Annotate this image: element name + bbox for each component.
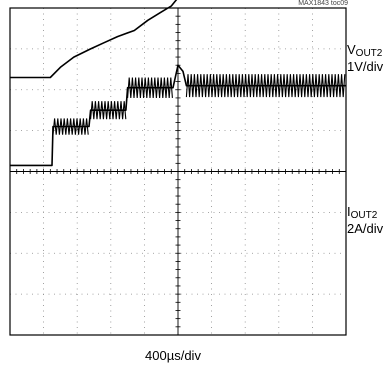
trace-ripple-iout2 bbox=[127, 77, 173, 98]
series-label-vout2: VOUT2 bbox=[347, 43, 382, 59]
series-scale-vout2: 1V/div bbox=[347, 59, 384, 74]
trace-ripple-iout2 bbox=[52, 118, 89, 135]
series-name-iout2-prefix: I bbox=[347, 204, 351, 219]
series-name-vout2-prefix: V bbox=[347, 42, 356, 57]
series-name-vout2-sub: OUT2 bbox=[355, 48, 383, 59]
trace-ripple-iout2 bbox=[90, 101, 127, 120]
series-label-iout2: IOUT2 bbox=[347, 205, 377, 221]
series-scale-iout2: 2A/div bbox=[347, 221, 384, 236]
trace-ripple-iout2 bbox=[185, 74, 346, 98]
trace-group bbox=[10, 0, 346, 167]
x-axis-label: 400µs/div bbox=[145, 348, 201, 363]
series-name-iout2-sub: OUT2 bbox=[350, 210, 378, 221]
plot-frame bbox=[9, 7, 347, 336]
figure-ref: MAX1843 toc09 bbox=[298, 0, 348, 7]
trace-vout2 bbox=[10, 0, 178, 79]
